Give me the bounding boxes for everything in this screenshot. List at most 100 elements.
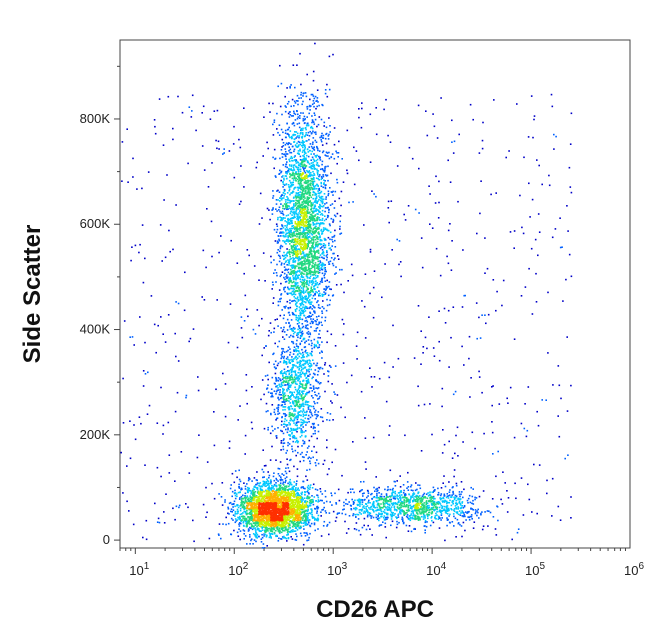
data-point [307, 496, 310, 498]
data-point [271, 281, 274, 284]
data-point [366, 509, 368, 511]
data-point [290, 414, 293, 416]
data-point [308, 343, 310, 346]
data-point [306, 516, 309, 518]
data-point [444, 511, 447, 513]
data-point [294, 246, 297, 248]
data-point [321, 293, 323, 296]
data-point [306, 327, 308, 330]
data-point [313, 102, 315, 104]
data-point [474, 447, 476, 450]
data-point [282, 217, 285, 219]
data-point [236, 346, 239, 349]
data-point [303, 314, 305, 317]
data-point [293, 230, 295, 233]
data-point [282, 374, 284, 377]
data-point [162, 424, 165, 427]
data-point [457, 497, 459, 500]
data-point [242, 494, 244, 497]
data-point [302, 296, 304, 299]
data-point [304, 501, 306, 503]
data-point [303, 390, 305, 392]
data-point [356, 507, 358, 510]
data-point [298, 269, 301, 272]
data-point [329, 501, 331, 503]
data-point [287, 201, 289, 204]
data-point [388, 425, 391, 427]
data-point [369, 508, 371, 510]
data-point [275, 485, 278, 488]
data-point [567, 454, 569, 456]
data-point [305, 133, 307, 136]
data-point [473, 521, 476, 523]
data-point [278, 260, 281, 263]
data-point [446, 513, 449, 515]
data-point [306, 361, 309, 364]
data-point [462, 441, 464, 443]
data-point [395, 509, 398, 511]
data-point [291, 487, 293, 490]
data-point [378, 517, 381, 519]
data-point [296, 421, 298, 423]
data-point [285, 268, 287, 271]
data-point [299, 318, 302, 320]
data-point [242, 504, 245, 506]
data-point [141, 187, 143, 190]
data-point [156, 521, 159, 523]
data-point [399, 498, 402, 500]
data-point [286, 463, 289, 466]
data-point [408, 525, 411, 527]
data-point [410, 506, 412, 508]
data-point [285, 183, 288, 185]
data-point [306, 370, 308, 372]
data-point [298, 179, 300, 182]
data-point [438, 180, 440, 183]
data-point [313, 516, 315, 519]
data-point [300, 293, 302, 295]
data-point [316, 158, 319, 161]
data-point [291, 367, 293, 369]
data-point [286, 87, 288, 89]
data-point [324, 495, 327, 498]
data-point [289, 434, 291, 436]
data-point [306, 234, 308, 237]
data-point [313, 269, 316, 272]
data-point [286, 128, 289, 131]
data-point [311, 509, 313, 512]
data-point [296, 110, 298, 112]
data-point [296, 535, 298, 538]
data-point [163, 522, 166, 524]
data-point [297, 416, 299, 419]
data-point [142, 370, 145, 372]
data-point [351, 274, 354, 277]
data-point [246, 523, 248, 525]
data-point [282, 350, 284, 352]
data-point [495, 534, 498, 536]
data-point [301, 151, 304, 153]
data-point [239, 497, 241, 499]
data-point [303, 119, 306, 121]
data-point [294, 416, 296, 419]
data-point [343, 501, 345, 504]
data-point [274, 360, 277, 363]
data-point [319, 243, 322, 246]
data-point [462, 507, 465, 509]
data-point [289, 176, 291, 178]
data-point [302, 426, 304, 428]
data-point [249, 534, 251, 536]
data-point [232, 143, 235, 145]
data-point [295, 424, 298, 427]
data-point [312, 483, 315, 486]
data-point [287, 444, 289, 447]
data-point [297, 492, 300, 495]
data-point [296, 468, 299, 470]
data-point [302, 392, 304, 395]
data-point [316, 415, 318, 418]
data-point [303, 260, 305, 263]
data-point [298, 248, 301, 250]
data-point [400, 509, 403, 511]
data-point [337, 156, 339, 158]
data-point [314, 432, 316, 435]
data-point [178, 504, 181, 507]
data-point [262, 155, 264, 157]
